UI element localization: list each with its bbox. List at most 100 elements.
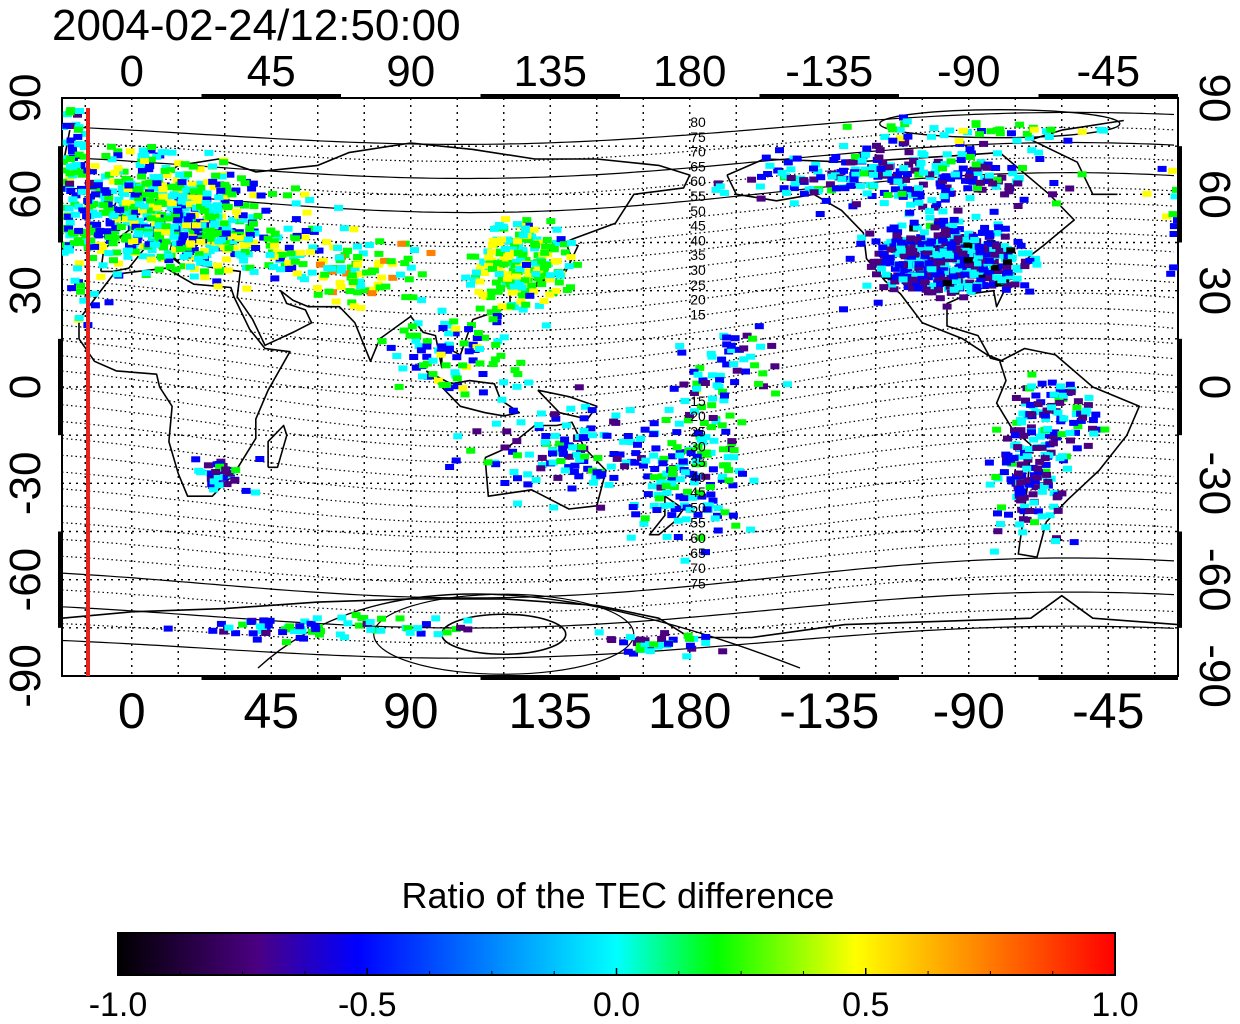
tec-cell bbox=[730, 379, 740, 386]
tec-cell bbox=[871, 238, 881, 245]
tec-cell bbox=[213, 474, 223, 481]
tec-cell bbox=[887, 274, 897, 281]
tec-cell bbox=[222, 256, 232, 263]
tec-cell bbox=[149, 192, 159, 198]
tec-cell bbox=[936, 259, 946, 266]
frame-bar-top bbox=[201, 94, 341, 99]
tec-cell bbox=[183, 216, 193, 223]
lon-tick-top: 45 bbox=[247, 47, 296, 96]
tec-cell bbox=[965, 279, 975, 286]
tec-cell bbox=[909, 276, 919, 283]
tec-cell bbox=[86, 237, 96, 244]
tec-cell bbox=[697, 461, 707, 467]
tec-cell bbox=[953, 207, 963, 214]
tec-cell bbox=[692, 385, 702, 392]
tec-cell bbox=[146, 147, 156, 154]
tec-cell bbox=[689, 479, 699, 486]
tec-cell bbox=[169, 233, 179, 240]
tec-cell bbox=[883, 241, 893, 248]
tec-cell bbox=[312, 615, 322, 622]
tec-cell bbox=[388, 274, 398, 281]
tec-cell bbox=[202, 233, 212, 239]
tec-cell bbox=[463, 617, 473, 624]
tec-cell bbox=[997, 174, 1007, 181]
tec-cell bbox=[313, 291, 323, 298]
tec-cell bbox=[224, 245, 234, 252]
lat-tick-left: -90 bbox=[1, 644, 50, 708]
tec-cell bbox=[715, 372, 725, 379]
tec-cell bbox=[284, 244, 294, 251]
tec-cell bbox=[401, 294, 411, 301]
tec-cell bbox=[1049, 503, 1059, 510]
tec-cell bbox=[1018, 165, 1027, 171]
tec-cell bbox=[74, 203, 84, 210]
tec-cell bbox=[197, 222, 207, 229]
tec-cell bbox=[604, 481, 614, 488]
tec-cell bbox=[502, 428, 512, 435]
tec-cell bbox=[137, 207, 147, 214]
tec-cell bbox=[166, 167, 176, 174]
tec-cell bbox=[129, 220, 139, 227]
tec-cell bbox=[782, 381, 792, 388]
tec-cell bbox=[152, 204, 162, 211]
tec-cell bbox=[1019, 508, 1029, 515]
tec-cell bbox=[685, 635, 695, 642]
tec-cell bbox=[488, 237, 498, 244]
tec-cell bbox=[1008, 170, 1018, 177]
tec-cell bbox=[422, 338, 432, 345]
tec-cell bbox=[214, 245, 224, 252]
tec-cell bbox=[917, 241, 927, 248]
tec-cell bbox=[373, 261, 383, 268]
tec-cell bbox=[938, 165, 947, 172]
lon-tick-bottom: -135 bbox=[779, 683, 879, 739]
tec-cell bbox=[362, 269, 372, 276]
tec-cell bbox=[323, 265, 333, 272]
tec-cell bbox=[799, 177, 809, 184]
tec-cell bbox=[756, 195, 766, 202]
tec-cell bbox=[512, 221, 522, 228]
tec-cell bbox=[551, 415, 561, 422]
tec-cell bbox=[979, 140, 989, 147]
tec-cell bbox=[65, 109, 75, 116]
lat-tick-right: -90 bbox=[1190, 644, 1239, 708]
tec-cell bbox=[1073, 398, 1083, 405]
tec-cell bbox=[442, 381, 451, 388]
tec-cell bbox=[74, 169, 84, 176]
tec-cell bbox=[1033, 401, 1043, 408]
tec-cell bbox=[219, 220, 229, 227]
tec-cell bbox=[609, 474, 619, 481]
tec-cell bbox=[442, 629, 452, 636]
tec-cell bbox=[515, 265, 525, 272]
tec-cell bbox=[771, 390, 781, 397]
tec-cell bbox=[413, 625, 423, 632]
tec-cell bbox=[1031, 484, 1041, 491]
tec-cell bbox=[285, 623, 295, 630]
tec-cell bbox=[395, 615, 405, 622]
tec-cell bbox=[958, 165, 968, 172]
tec-cell bbox=[939, 174, 949, 181]
tec-cell bbox=[208, 163, 218, 170]
tec-cell bbox=[888, 126, 898, 133]
tec-cell bbox=[915, 163, 925, 170]
tec-cell bbox=[1017, 488, 1027, 495]
tec-cell bbox=[991, 165, 1001, 171]
tec-cell bbox=[1065, 185, 1075, 192]
tec-cell bbox=[719, 397, 729, 404]
tec-cell bbox=[1015, 521, 1025, 528]
tec-cell bbox=[761, 154, 771, 161]
tec-cell bbox=[105, 220, 115, 227]
tec-cell bbox=[484, 262, 494, 269]
tec-cell bbox=[231, 187, 241, 194]
tec-cell bbox=[232, 208, 241, 215]
tec-cell bbox=[722, 334, 732, 341]
tec-cell bbox=[649, 431, 659, 438]
tec-cell bbox=[110, 170, 120, 176]
tec-cell bbox=[381, 283, 391, 290]
tec-cell bbox=[643, 473, 653, 480]
tec-cell bbox=[483, 459, 493, 466]
tec-cell bbox=[1162, 213, 1171, 220]
tec-cell bbox=[202, 179, 212, 186]
tec-cell bbox=[1032, 261, 1042, 268]
magnetic-contour bbox=[62, 557, 1175, 599]
tec-cell bbox=[964, 230, 974, 237]
